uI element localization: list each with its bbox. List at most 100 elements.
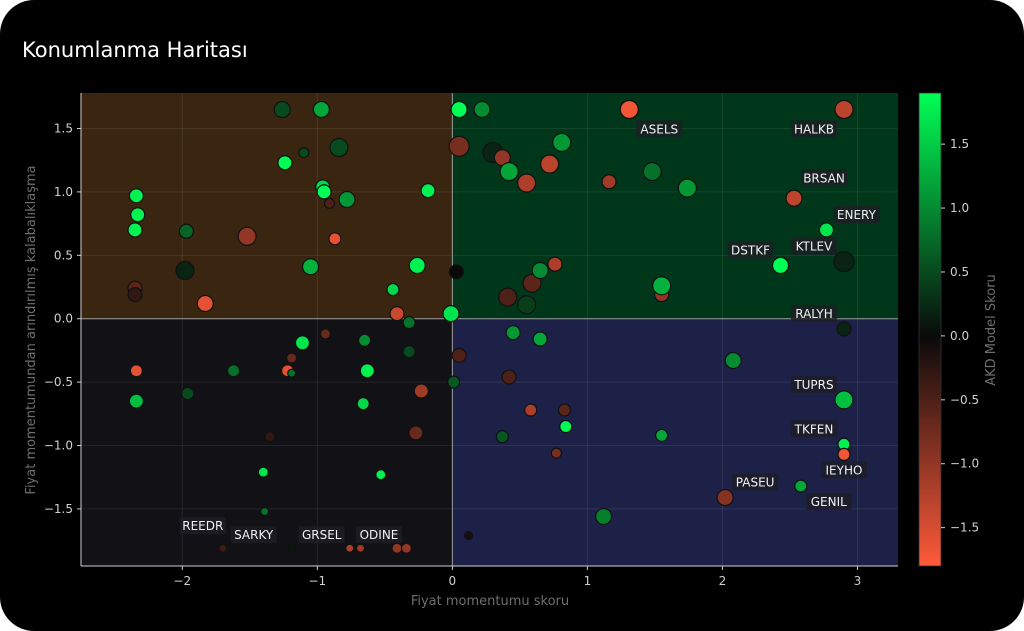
point-label: DSTKF [731,243,770,257]
data-point [463,530,474,541]
point-label-bg [298,526,345,544]
point-ralyh [836,321,852,337]
y-tick-label: 0.5 [54,248,73,262]
point-label: REEDR [182,519,223,533]
data-point [559,419,573,434]
data-point [128,188,144,204]
point-label: ENERY [837,208,877,222]
point-enery [818,222,835,238]
point-label: GENIL [811,495,847,509]
point-label-bg [636,120,683,138]
y-axis-label: Fiyat momentumundan arındırılmış kalabal… [24,165,39,494]
data-point [338,190,356,209]
point-label-bg [833,205,880,223]
point-label: ASELS [640,122,678,136]
data-point [498,287,518,307]
data-point [260,506,270,517]
data-point [448,264,465,280]
point-label-bg [790,420,837,438]
point-label-bg [790,237,837,255]
data-point [298,147,310,159]
colorbar-tick-label: 1.5 [950,137,969,151]
quadrant-bottom-left [81,318,453,566]
y-tick-label: 1.5 [54,122,73,136]
data-point [375,469,387,481]
data-point [175,260,195,281]
x-tick-label: −2 [173,574,191,588]
point-label-bg [230,526,277,544]
point-dstkf [771,256,790,275]
data-point [495,430,509,444]
data-point [389,306,405,322]
x-tick-label: −1 [308,574,326,588]
colorbar-label: AKD Model Skoru [984,274,999,386]
colorbar-tick-label: −1.5 [950,521,979,535]
data-point [178,223,194,239]
colorbar-tick-label: 1.0 [950,201,969,215]
data-point [595,507,613,526]
point-label-bg [727,241,774,259]
data-point [442,305,460,323]
data-point [408,256,426,275]
data-point [356,397,370,411]
data-point [677,178,697,198]
data-point [273,100,291,119]
point-label: ODINE [360,528,399,542]
point-label-bg [805,493,852,511]
point-label-bg [801,169,848,187]
data-point [408,425,424,441]
point-ieyho [837,447,851,462]
point-label: PASEU [736,476,775,490]
x-axis-label: Fiyat momentumu skoru [411,594,569,609]
point-label: HALKB [794,122,834,136]
point-label-bg [732,473,779,491]
data-point [181,386,195,401]
colorbar-tick-label: −1.0 [950,457,979,471]
data-point [357,333,372,347]
point-label: BRSAN [803,171,845,185]
data-point [264,431,276,443]
data-point [652,276,672,296]
x-tick-label: 0 [449,574,457,588]
y-tick-label: −0.5 [44,375,73,389]
point-grsel [345,543,355,553]
data-point [386,282,400,297]
data-point [601,174,617,190]
data-point [400,542,413,554]
point-label-bg [355,526,402,544]
point-label: RALYH [795,307,833,321]
data-point [447,375,461,389]
data-point [355,543,366,553]
point-label-bg [179,517,226,535]
point-label-bg [790,375,837,393]
data-point [294,335,311,351]
data-point [312,100,330,119]
data-point [226,364,241,378]
point-ktlev [833,251,855,273]
point-label-bg [790,304,837,322]
point-paseu [716,488,734,507]
data-point [539,154,560,174]
data-point [524,403,538,417]
data-point [301,258,320,276]
data-point [359,363,375,379]
data-point [517,173,537,193]
point-genil [794,479,808,493]
data-point [130,207,146,223]
data-point [127,287,143,303]
data-point [517,295,537,315]
data-point [522,273,542,293]
chart-title: Konumlanma Haritası [22,38,248,62]
colorbar-gradient [918,92,942,567]
data-point [532,331,548,347]
data-point [547,256,563,272]
data-point [552,132,572,153]
data-point [277,155,293,171]
point-label-bg [820,461,867,479]
point-asels [619,99,639,120]
data-point [237,226,257,246]
data-point [127,222,143,238]
data-point [450,100,468,119]
data-point [196,294,214,313]
